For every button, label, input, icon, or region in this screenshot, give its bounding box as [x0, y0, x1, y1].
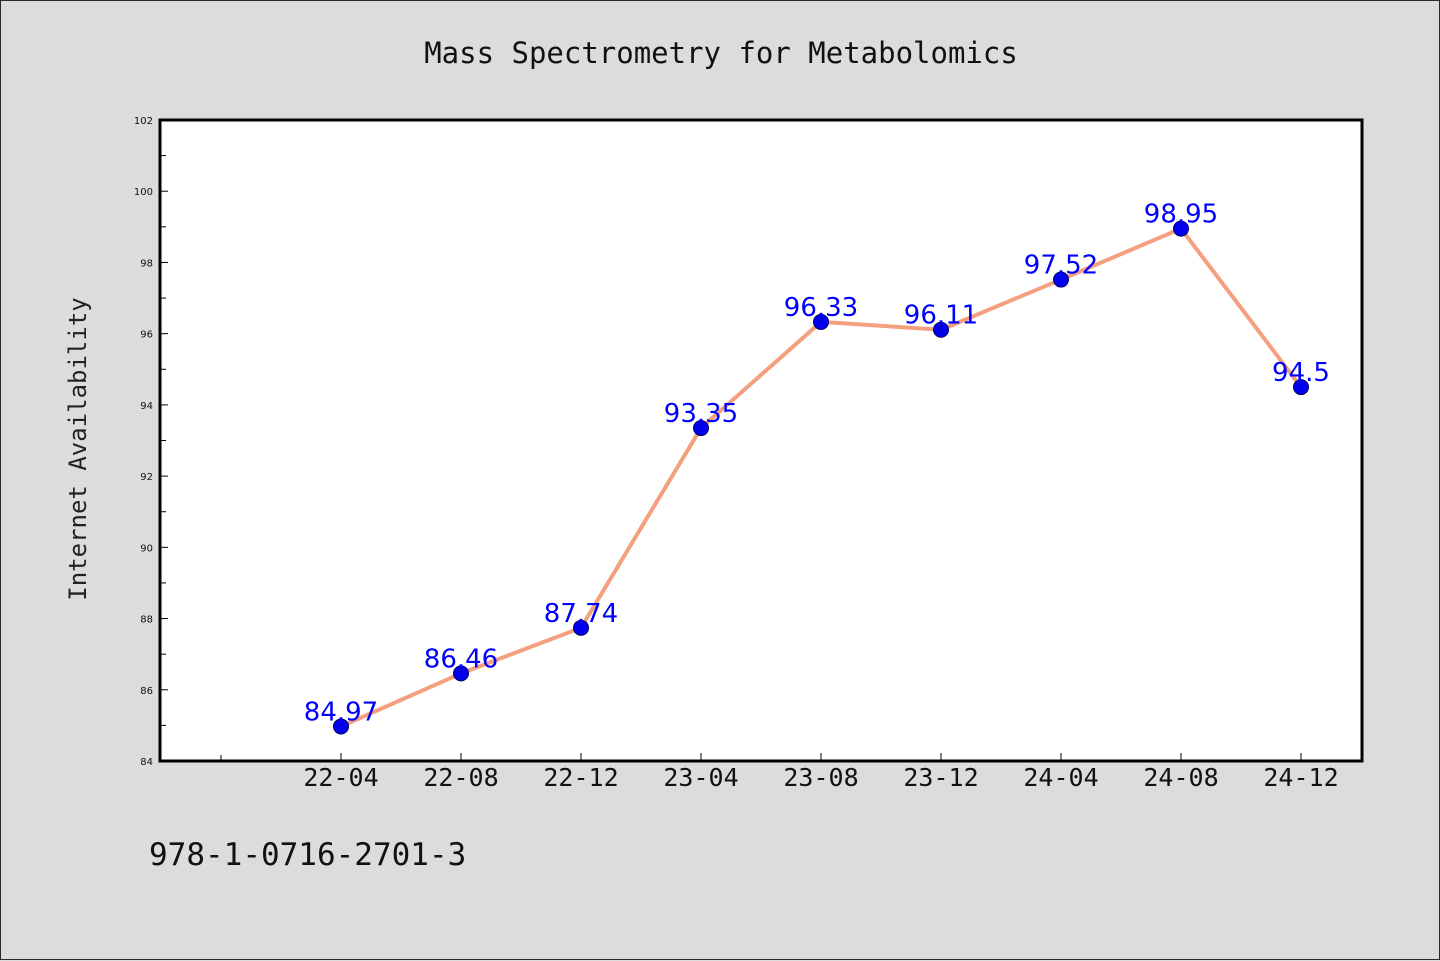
data-point-23-08	[813, 313, 829, 330]
data-point-24-12	[1293, 379, 1309, 396]
y-tick-label-100: 100	[134, 187, 153, 198]
x-tick-label-23-04: 23-04	[663, 763, 738, 792]
y-tick-label-88: 88	[140, 615, 153, 626]
x-tick-label-23-08: 23-08	[783, 763, 858, 792]
x-tick-label-24-04: 24-04	[1023, 763, 1098, 792]
data-point-24-08	[1173, 220, 1189, 237]
y-axis: 84 86 88 90 92 94 96 98 100 102	[134, 116, 168, 768]
y-axis-label: Internet Availability	[64, 297, 92, 600]
data-point-23-12	[933, 321, 949, 338]
data-label-23-08: 96.33	[784, 293, 858, 323]
data-point-22-04	[333, 718, 349, 735]
data-label-24-08: 98.95	[1144, 200, 1218, 230]
data-label-23-04: 93.35	[664, 399, 738, 429]
x-tick-label-22-08: 22-08	[423, 763, 498, 792]
x-tick-label-23-12: 23-12	[903, 763, 978, 792]
chart-title: Mass Spectrometry for Metabolomics	[424, 36, 1018, 70]
data-label-22-04: 84.97	[304, 697, 378, 727]
y-tick-label-98: 98	[140, 258, 153, 269]
data-label-24-12: 94.5	[1272, 358, 1330, 388]
y-tick-label-90: 90	[140, 543, 153, 554]
series-line-group: 84.97 86.46 87.74 93.35 96.33 96.11 97.52 98.95…	[304, 200, 1330, 735]
y-tick-label-94: 94	[140, 401, 153, 412]
x-axis: 22-04 22-08 22-12 23-04 23-08 23-12 24-04 24-08…	[220, 753, 1339, 792]
y-tick-label-86: 86	[140, 686, 153, 697]
data-point-24-04	[1053, 271, 1069, 288]
x-tick-label-24-08: 24-08	[1143, 763, 1218, 792]
data-label-23-12: 96.11	[904, 301, 978, 331]
x-tick-label-24-12: 24-12	[1263, 763, 1338, 792]
data-point-22-08	[453, 665, 469, 682]
x-tick-label-22-04: 22-04	[303, 763, 378, 792]
data-point-22-12	[573, 619, 589, 636]
data-point-23-04	[693, 420, 709, 437]
data-label-24-04: 97.52	[1024, 251, 1098, 281]
x-tick-label-22-12: 22-12	[543, 763, 618, 792]
data-label-22-12: 87.74	[544, 599, 618, 629]
y-tick-label-102: 102	[134, 116, 153, 127]
data-label-22-08: 86.46	[424, 644, 498, 674]
y-tick-label-84: 84	[140, 757, 153, 768]
y-tick-label-96: 96	[140, 330, 153, 341]
isbn-text: 978-1-0716-2701-3	[149, 837, 466, 873]
plot-area	[158, 118, 1364, 763]
y-tick-label-92: 92	[140, 472, 153, 483]
